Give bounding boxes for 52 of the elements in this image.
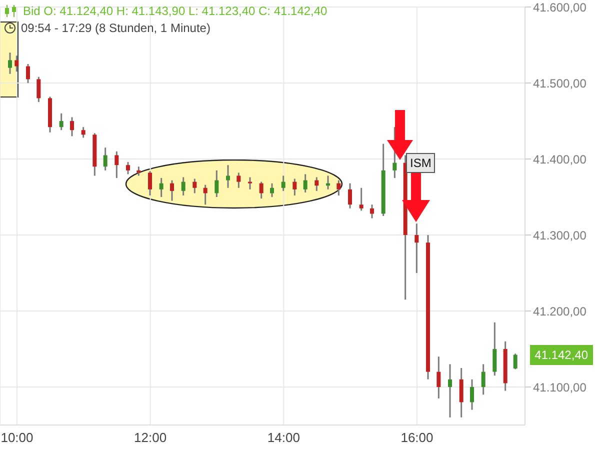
- candlestick: [236, 172, 241, 189]
- candlestick: [170, 180, 174, 202]
- candlestick: [114, 150, 119, 179]
- candlestick: [203, 184, 208, 206]
- candlestick: [59, 112, 64, 131]
- candlestick: [481, 363, 486, 396]
- candlestick: [348, 182, 352, 210]
- chart-title: Bid O: 41.124,40 H: 41.143,90 L: 41.123,40 C: 41.142,40: [23, 4, 328, 18]
- candlestick: [303, 173, 308, 194]
- x-tick-label: 10:00: [0, 430, 34, 446]
- candlestick: [248, 176, 252, 190]
- candlestick: [292, 178, 297, 196]
- annotation: ISM: [406, 153, 436, 173]
- annotation: 41.142,40: [530, 344, 594, 365]
- candlestick: [81, 126, 86, 138]
- candlestick: [414, 222, 419, 274]
- candlestick: [436, 356, 441, 400]
- y-tick-label: 41.600,00: [533, 0, 587, 14]
- candlestick: [103, 146, 108, 172]
- candlestick: [259, 181, 264, 200]
- y-tick-label: 41.500,00: [533, 76, 587, 90]
- candlestick: [470, 378, 474, 411]
- candlestick: [370, 204, 374, 220]
- candlestick: [314, 176, 319, 192]
- candlestick: [513, 352, 518, 370]
- candlestick: [281, 174, 286, 192]
- candlestick: [36, 76, 41, 103]
- y-tick-label: 41.300,00: [533, 228, 587, 242]
- candlestick: [336, 180, 341, 196]
- candlestick: [359, 187, 364, 212]
- candlestick: [459, 367, 464, 418]
- candlestick: [8, 52, 12, 75]
- candlestick: [148, 170, 152, 196]
- candlestick: [270, 182, 274, 198]
- candlestick: [26, 63, 30, 84]
- y-tick-label: 41.200,00: [533, 304, 587, 318]
- candlestick: [448, 363, 452, 418]
- candlestick: [192, 178, 197, 194]
- candlestick: [492, 322, 497, 376]
- y-tick-label: 41.400,00: [533, 152, 587, 166]
- candlestick: [214, 170, 219, 198]
- x-tick-label: 12:00: [134, 430, 167, 446]
- candlestick: [14, 54, 19, 72]
- candlestick: [70, 116, 74, 137]
- candlestick: [126, 161, 130, 175]
- text: 09:54 - 17:29 (8 Stunden, 1 Minute): [21, 21, 210, 35]
- candlestick: [159, 177, 164, 198]
- candlestick: [226, 164, 230, 189]
- candlestick: [181, 176, 186, 196]
- x-tick-label: 16:00: [400, 430, 434, 446]
- y-tick-label: 41.100,00: [533, 380, 587, 394]
- x-tick-label: 14:00: [267, 430, 300, 446]
